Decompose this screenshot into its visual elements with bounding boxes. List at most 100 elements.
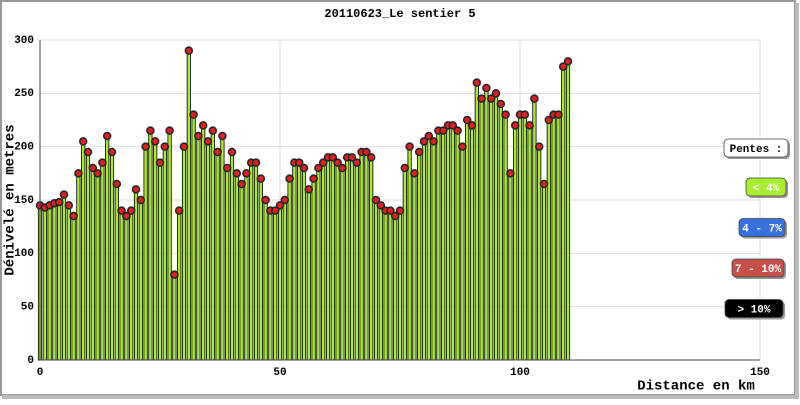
bar <box>537 146 542 361</box>
bar <box>263 199 268 361</box>
bar <box>76 172 81 361</box>
bar <box>513 124 518 361</box>
bar <box>345 156 350 361</box>
point <box>136 195 146 205</box>
point <box>122 211 131 221</box>
bar <box>47 204 52 361</box>
x-tick-label: 0 <box>37 367 44 379</box>
bar <box>253 162 259 361</box>
point <box>458 142 467 151</box>
frame-shadow <box>795 3 799 399</box>
bar <box>143 146 148 361</box>
x-tick-label: 150 <box>750 367 770 379</box>
bar <box>66 204 71 361</box>
x-tick-label: 50 <box>273 367 286 379</box>
point <box>54 197 64 207</box>
point <box>410 169 419 178</box>
bar <box>172 274 177 361</box>
point <box>227 147 237 157</box>
bar <box>292 162 297 361</box>
point <box>237 179 246 189</box>
point <box>534 142 544 151</box>
point <box>117 206 126 215</box>
point <box>299 163 309 173</box>
bar <box>340 167 345 361</box>
bar <box>484 87 489 361</box>
bar <box>335 162 340 361</box>
point <box>352 158 362 167</box>
point <box>102 131 112 141</box>
point <box>304 185 314 194</box>
bar <box>532 98 537 361</box>
bar <box>234 172 239 361</box>
bar <box>229 151 235 361</box>
point <box>414 147 424 157</box>
point <box>318 158 328 167</box>
y-tick-label: 150 <box>14 195 34 207</box>
bar <box>297 162 302 361</box>
bar <box>388 210 393 361</box>
point <box>150 137 160 146</box>
bar <box>441 130 446 361</box>
bar <box>551 114 556 361</box>
bar <box>489 98 494 361</box>
bar <box>426 135 431 361</box>
bar <box>244 172 249 361</box>
bar <box>85 151 91 361</box>
bar <box>541 183 547 361</box>
legend-chip <box>745 177 787 197</box>
y-tick-label: 0 <box>27 355 34 367</box>
point <box>491 89 501 98</box>
bar <box>412 172 417 361</box>
point <box>328 153 338 162</box>
bar <box>556 114 561 361</box>
bar <box>393 215 398 361</box>
point <box>189 110 198 119</box>
bar <box>493 92 499 361</box>
point <box>165 126 174 135</box>
bar <box>407 146 412 361</box>
point <box>563 57 573 66</box>
bar <box>124 215 129 361</box>
point <box>486 94 496 103</box>
point <box>390 211 400 221</box>
point <box>362 147 371 157</box>
point <box>170 270 179 279</box>
bar <box>498 103 503 361</box>
bar <box>455 130 460 361</box>
bar <box>565 60 571 361</box>
point <box>141 142 150 151</box>
bar <box>167 130 172 361</box>
bar <box>61 194 67 361</box>
bar <box>138 199 143 361</box>
bar <box>469 124 475 361</box>
point <box>242 169 251 178</box>
point <box>112 179 122 189</box>
point <box>194 131 203 141</box>
bar <box>225 167 230 361</box>
point <box>275 201 285 210</box>
point <box>160 142 170 151</box>
bar <box>210 130 215 361</box>
point <box>64 201 74 210</box>
point <box>419 137 429 146</box>
bar <box>465 119 470 361</box>
point <box>314 163 323 173</box>
point <box>294 158 304 167</box>
bar <box>201 124 206 361</box>
point <box>530 94 539 103</box>
legend-chip <box>738 218 786 237</box>
point <box>309 174 318 183</box>
legend-chip <box>731 258 785 278</box>
y-tick-label: 250 <box>14 88 34 100</box>
bar <box>460 146 465 361</box>
y-tick-label: 200 <box>14 142 34 154</box>
legend-label: 4 - 7% <box>742 223 782 235</box>
bar <box>503 114 508 361</box>
bar <box>129 210 134 361</box>
point <box>510 121 520 130</box>
bar <box>282 199 287 361</box>
bar <box>287 178 292 361</box>
bar <box>273 210 278 361</box>
